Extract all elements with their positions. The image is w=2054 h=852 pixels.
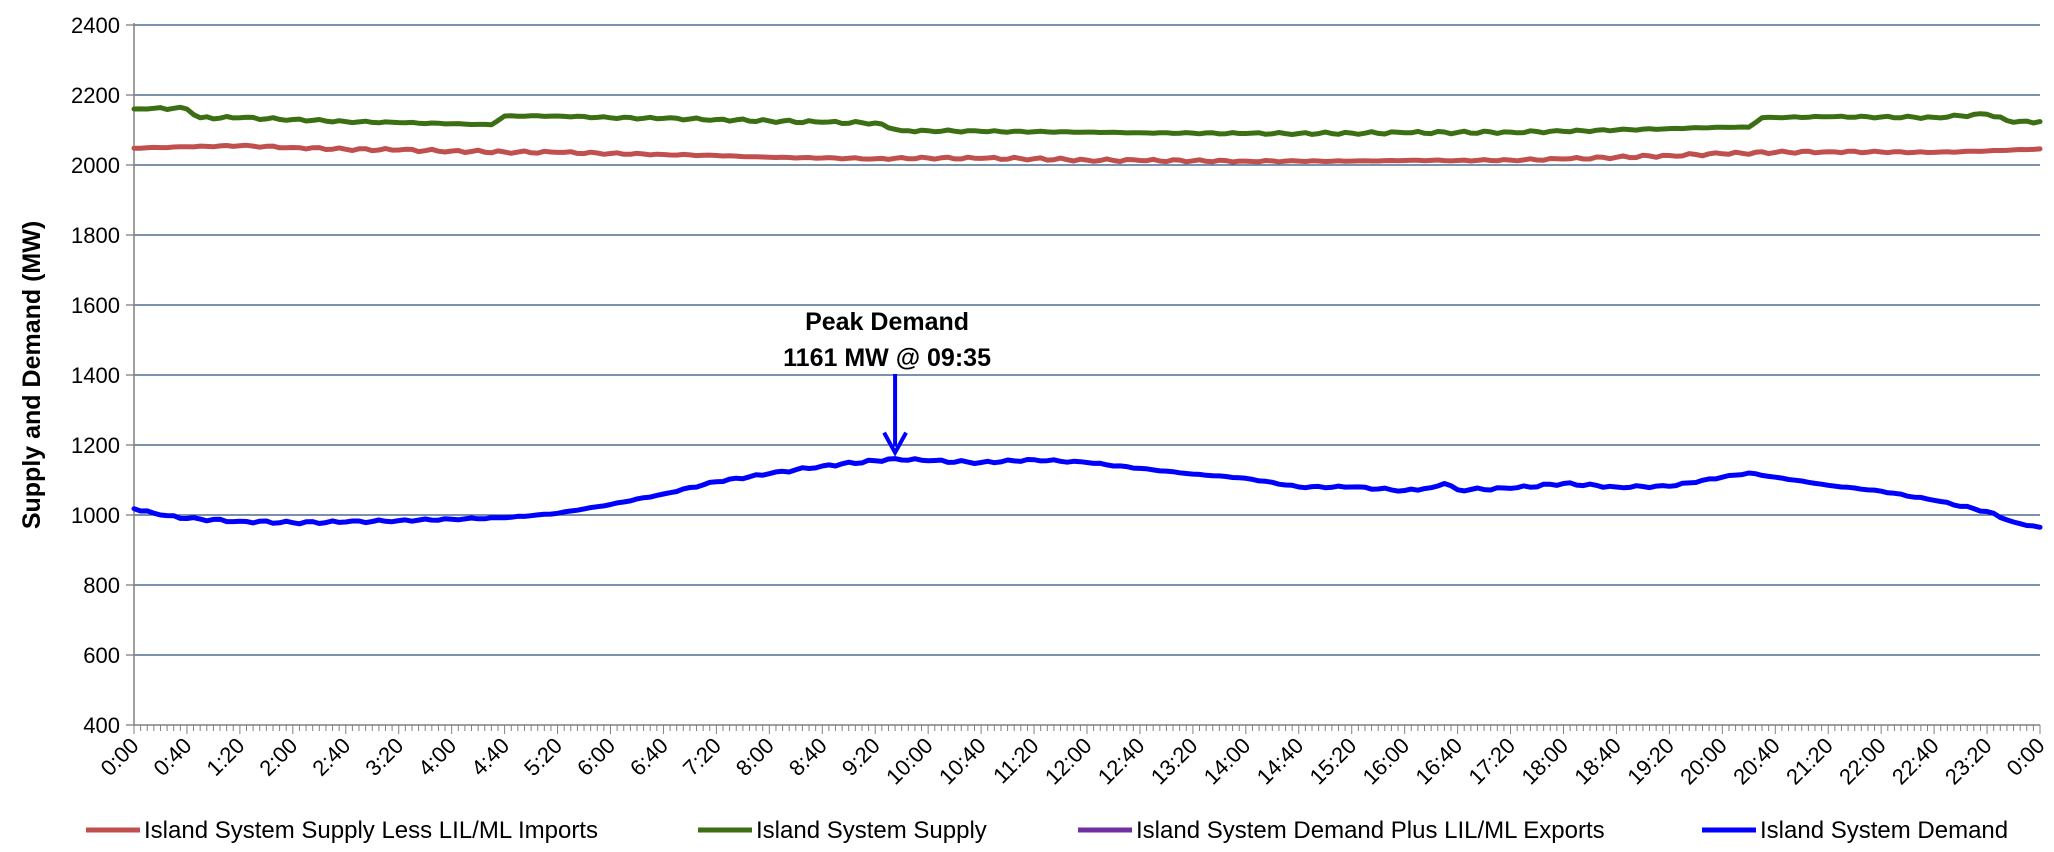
x-tick-label: 2:40 [307, 733, 355, 781]
y-tick-label: 2400 [71, 13, 120, 38]
x-tick-label: 6:00 [572, 733, 620, 781]
legend-label: Island System Supply [756, 817, 987, 844]
x-tick-label: 15:20 [1305, 733, 1362, 790]
x-tick-label: 11:20 [988, 733, 1043, 788]
x-tick-label: 18:00 [1516, 733, 1573, 790]
x-tick-label: 20:40 [1728, 733, 1785, 790]
y-tick-label: 800 [83, 573, 120, 598]
x-tick-label: 0:40 [149, 733, 197, 781]
y-tick-label: 1000 [71, 503, 120, 528]
x-tick-label: 22:00 [1834, 733, 1891, 790]
x-tick-label: 7:20 [678, 733, 726, 781]
x-tick-label: 2:00 [254, 733, 302, 781]
y-tick-label: 2000 [71, 153, 120, 178]
x-tick-label: 18:40 [1569, 733, 1626, 790]
y-tick-label: 400 [83, 713, 120, 738]
x-tick-label: 16:40 [1411, 733, 1468, 790]
y-tick-label: 1800 [71, 223, 120, 248]
x-tick-label: 8:40 [784, 733, 832, 781]
x-tick-label: 6:40 [625, 733, 673, 781]
y-axis-title: Supply and Demand (MW) [18, 221, 46, 529]
y-tick-label: 1400 [71, 363, 120, 388]
y-tick-label: 600 [83, 643, 120, 668]
x-tick-label: 0:00 [2002, 733, 2050, 781]
x-tick-label: 0:00 [96, 733, 144, 781]
x-tick-label: 1:20 [201, 733, 249, 781]
legend-label: Island System Demand Plus LIL/ML Exports [1136, 817, 1605, 844]
y-tick-label: 1200 [71, 433, 120, 458]
peak-arrow-head [882, 431, 908, 457]
x-tick-label: 19:20 [1622, 733, 1679, 790]
x-tick-label: 14:00 [1199, 733, 1256, 790]
legend-label: Island System Demand [1760, 817, 2008, 844]
x-tick-label: 4:00 [413, 733, 461, 781]
series-line-1 [131, 104, 2043, 137]
y-tick-label: 2200 [71, 83, 120, 108]
x-tick-label: 10:40 [934, 733, 991, 790]
legend-label: Island System Supply Less LIL/ML Imports [144, 817, 598, 844]
x-tick-label: 22:40 [1887, 733, 1944, 790]
x-tick-label: 12:00 [1040, 733, 1097, 790]
series-line-0 [131, 142, 2043, 165]
x-tick-label: 16:00 [1358, 733, 1415, 790]
x-tick-label: 3:20 [360, 733, 408, 781]
x-tick-label: 4:40 [466, 733, 514, 781]
x-tick-label: 17:20 [1463, 733, 1520, 790]
x-tick-label: 23:20 [1940, 733, 1997, 790]
x-tick-label: 13:20 [1146, 733, 1203, 790]
peak-demand-label: Peak Demand [805, 308, 969, 336]
x-tick-label: 21:20 [1781, 733, 1838, 790]
x-tick-label: 5:20 [519, 733, 567, 781]
peak-demand-value: 1161 MW @ 09:35 [783, 344, 991, 372]
x-tick-label: 9:20 [837, 733, 885, 781]
x-tick-label: 8:00 [731, 733, 779, 781]
x-tick-label: 12:40 [1093, 733, 1150, 790]
x-tick-label: 10:00 [881, 733, 938, 790]
series-line-3 [131, 456, 2043, 530]
y-tick-label: 1600 [71, 293, 120, 318]
x-tick-label: 20:00 [1675, 733, 1732, 790]
x-tick-label: 14:40 [1252, 733, 1309, 790]
